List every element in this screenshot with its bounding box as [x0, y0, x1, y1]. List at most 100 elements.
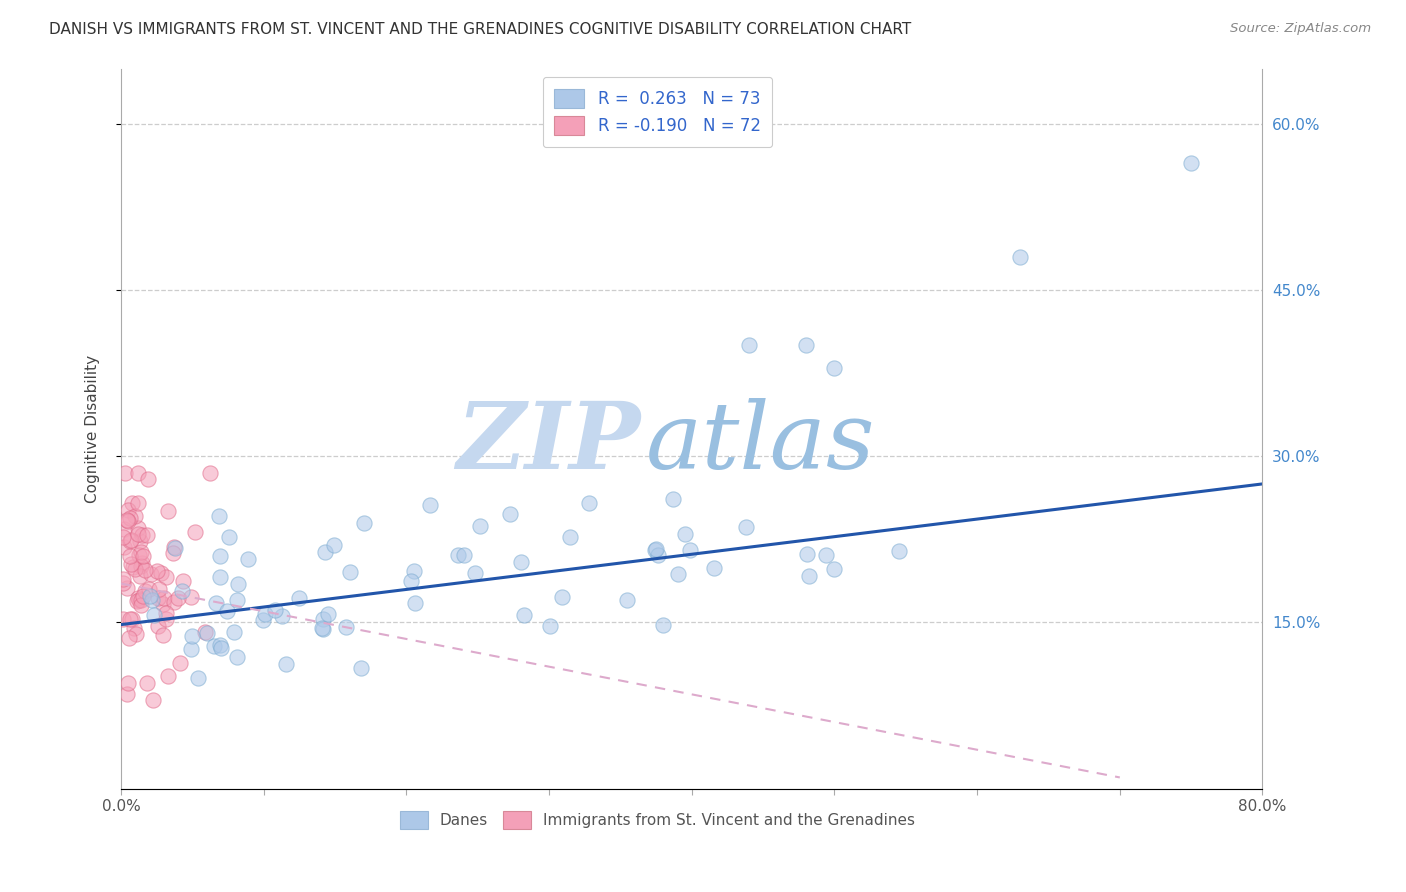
Point: [499, 507, 522, 521]
Point: [117, 581, 139, 595]
Point: [738, 338, 761, 352]
Point: [339, 565, 361, 579]
Point: [1180, 155, 1202, 169]
Point: [155, 606, 177, 620]
Point: [652, 617, 675, 632]
Point: [162, 546, 184, 560]
Point: [170, 583, 193, 598]
Point: [152, 628, 174, 642]
Point: [138, 582, 160, 596]
Point: [120, 533, 142, 547]
Point: [419, 498, 441, 512]
Point: [323, 537, 346, 551]
Text: atlas: atlas: [647, 398, 876, 488]
Point: [644, 543, 666, 558]
Point: [121, 495, 143, 509]
Point: [120, 557, 142, 571]
Point: [703, 561, 725, 575]
Text: DANISH VS IMMIGRANTS FROM ST. VINCENT AND THE GRENADINES COGNITIVE DISABILITY CO: DANISH VS IMMIGRANTS FROM ST. VINCENT AN…: [49, 22, 911, 37]
Point: [131, 557, 153, 571]
Text: Source: ZipAtlas.com: Source: ZipAtlas.com: [1230, 22, 1371, 36]
Point: [118, 533, 141, 548]
Point: [402, 565, 425, 579]
Point: [122, 559, 145, 574]
Point: [209, 638, 232, 652]
Y-axis label: Cognitive Disability: Cognitive Disability: [86, 354, 100, 502]
Point: [647, 549, 669, 563]
Point: [118, 549, 141, 564]
Point: [155, 612, 177, 626]
Point: [129, 558, 152, 573]
Point: [202, 640, 225, 654]
Point: [404, 595, 426, 609]
Point: [464, 566, 486, 581]
Point: [135, 528, 157, 542]
Point: [139, 589, 162, 603]
Text: ZIP: ZIP: [456, 398, 641, 488]
Point: [209, 640, 232, 655]
Point: [115, 687, 138, 701]
Point: [169, 656, 191, 670]
Point: [224, 624, 246, 639]
Point: [226, 650, 249, 665]
Point: [117, 632, 139, 646]
Point: [124, 626, 146, 640]
Point: [208, 508, 231, 523]
Point: [155, 569, 177, 583]
Point: [112, 541, 135, 555]
Point: [335, 620, 357, 634]
Point: [824, 360, 846, 375]
Point: [198, 466, 221, 480]
Point: [134, 563, 156, 577]
Point: [128, 534, 150, 549]
Point: [117, 503, 139, 517]
Point: [353, 516, 375, 530]
Point: [645, 542, 668, 557]
Point: [270, 608, 292, 623]
Point: [1008, 250, 1031, 264]
Point: [131, 528, 153, 542]
Point: [127, 527, 149, 541]
Point: [316, 607, 339, 621]
Point: [111, 576, 134, 591]
Point: [794, 338, 817, 352]
Point: [209, 570, 232, 584]
Point: [217, 603, 239, 617]
Point: [172, 574, 194, 589]
Point: [254, 607, 277, 622]
Point: [558, 530, 581, 544]
Point: [117, 514, 139, 528]
Point: [468, 519, 491, 533]
Point: [128, 549, 150, 563]
Point: [114, 466, 136, 480]
Point: [134, 583, 156, 598]
Point: [513, 607, 536, 622]
Point: [673, 527, 696, 541]
Point: [187, 671, 209, 685]
Point: [129, 598, 152, 612]
Point: [122, 621, 145, 635]
Point: [509, 555, 531, 569]
Point: [120, 511, 142, 525]
Point: [274, 657, 297, 672]
Point: [112, 611, 135, 625]
Point: [399, 574, 422, 588]
Point: [127, 591, 149, 606]
Point: [181, 630, 204, 644]
Point: [141, 593, 163, 607]
Point: [889, 544, 911, 558]
Point: [117, 513, 139, 527]
Point: [551, 590, 574, 604]
Point: [131, 549, 153, 563]
Point: [129, 545, 152, 559]
Point: [124, 562, 146, 576]
Point: [127, 594, 149, 608]
Point: [128, 592, 150, 607]
Point: [661, 492, 683, 507]
Point: [538, 619, 561, 633]
Point: [314, 545, 336, 559]
Point: [121, 612, 143, 626]
Point: [204, 596, 226, 610]
Point: [734, 520, 756, 534]
Point: [287, 591, 309, 605]
